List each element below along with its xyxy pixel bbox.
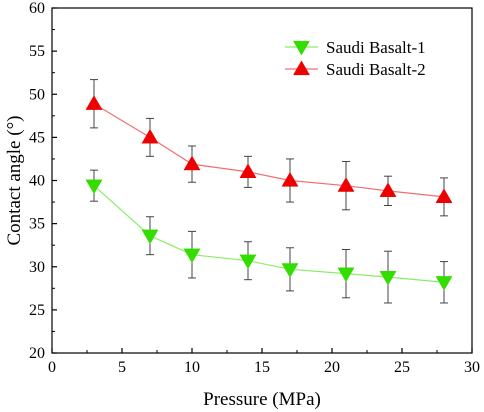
legend-item: Saudi Basalt-2 <box>285 60 426 79</box>
data-point <box>337 177 355 192</box>
x-tick-label: 30 <box>464 359 480 376</box>
y-tick-label: 30 <box>29 259 45 276</box>
legend-marker <box>293 40 310 56</box>
series-1 <box>85 169 453 304</box>
x-tick-label: 5 <box>118 359 126 376</box>
data-point <box>85 95 103 110</box>
legend-marker <box>293 60 310 76</box>
y-tick-label: 60 <box>29 0 45 17</box>
data-point <box>183 155 201 171</box>
data-point <box>435 188 453 203</box>
legend-label: Saudi Basalt-1 <box>326 38 426 57</box>
y-tick-label: 55 <box>29 43 45 60</box>
series-2 <box>85 79 453 217</box>
y-tick-label: 45 <box>29 129 45 146</box>
plot-layer <box>85 79 453 304</box>
data-point <box>379 271 397 286</box>
y-tick-label: 20 <box>29 345 45 362</box>
y-tick-label: 25 <box>29 302 45 319</box>
axes-layer: 0 5 10 15 20 25 30 20 25 30 35 40 45 50 55 60 <box>29 0 480 376</box>
data-point <box>435 276 453 291</box>
data-point <box>141 229 159 245</box>
y-tick-label: 50 <box>29 86 45 103</box>
series-line <box>93 185 445 283</box>
legend-item: Saudi Basalt-1 <box>285 38 426 57</box>
data-point <box>379 182 397 197</box>
data-point <box>337 267 355 283</box>
y-tick-label: 40 <box>29 173 45 190</box>
x-tick-label: 25 <box>394 359 410 376</box>
legend: Saudi Basalt-1 Saudi Basalt-2 <box>285 38 426 79</box>
data-point <box>281 171 299 187</box>
legend-label: Saudi Basalt-2 <box>326 60 426 79</box>
data-point <box>239 254 257 270</box>
data-point <box>281 263 299 278</box>
data-point <box>141 128 159 144</box>
data-point <box>85 179 103 195</box>
x-tick-label: 20 <box>324 359 340 376</box>
x-axis-label: Pressure (MPa) <box>203 389 321 410</box>
data-point <box>183 248 201 264</box>
x-tick-label: 0 <box>48 359 56 376</box>
y-axis-label: Contact angle (°) <box>4 116 25 246</box>
data-point <box>239 163 257 178</box>
x-tick-label: 10 <box>184 359 200 376</box>
series-line <box>93 103 445 198</box>
y-tick-label: 35 <box>29 216 45 233</box>
x-tick-label: 15 <box>254 359 270 376</box>
